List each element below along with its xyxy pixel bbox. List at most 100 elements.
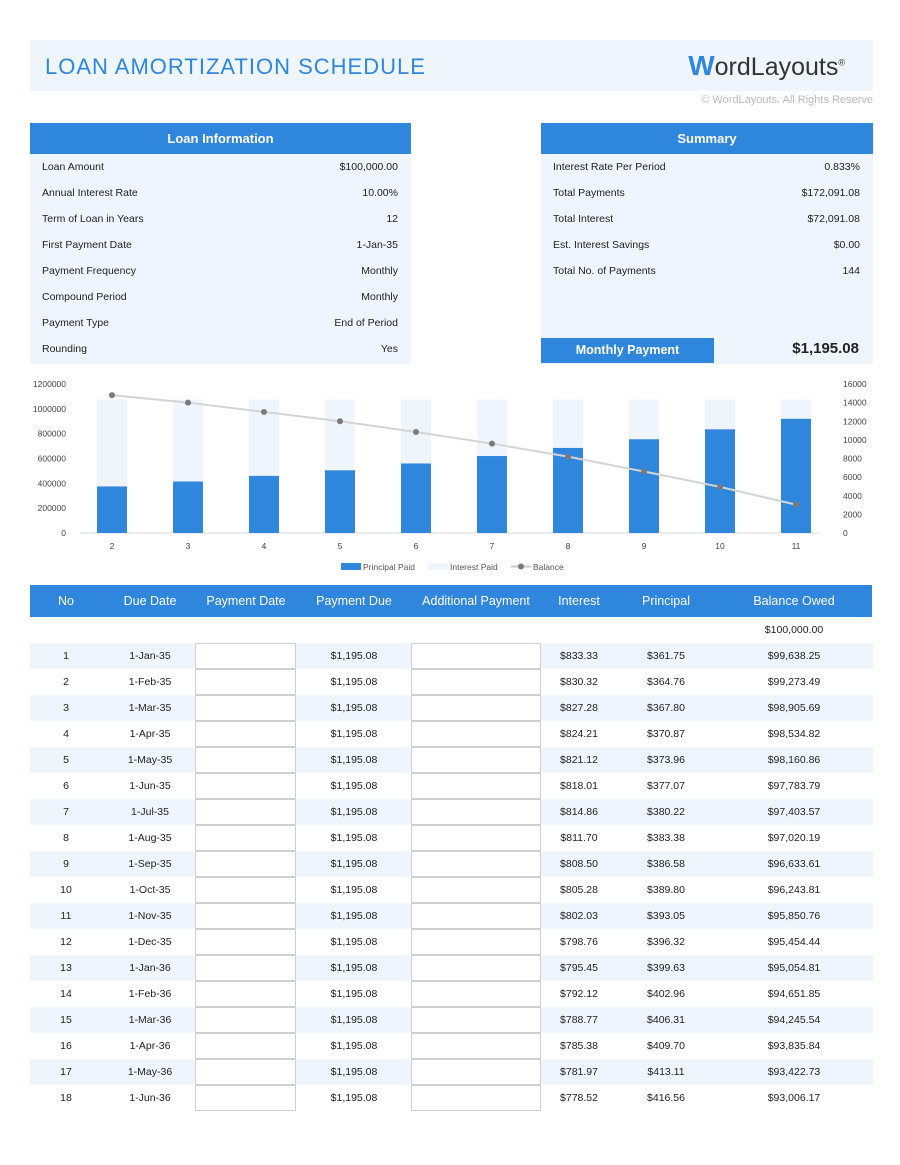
table-row: 13 1-Jan-36 $1,195.08 $795.45 $399.63 $95,054…	[30, 955, 873, 981]
additional-payment-input[interactable]	[411, 1007, 541, 1033]
table-cell: $1,195.08	[330, 754, 378, 766]
table-cell: $95,054.81	[767, 962, 821, 974]
balance-point	[717, 483, 723, 490]
y-tick-label: 200000	[38, 503, 67, 513]
additional-payment-input[interactable]	[411, 643, 541, 669]
info-label: Payment Type	[42, 317, 109, 329]
payment-date-input[interactable]	[195, 721, 296, 747]
table-cell: $824.21	[560, 728, 598, 740]
table-row: 18 1-Jun-36 $1,195.08 $778.52 $416.56 $93,006…	[30, 1085, 873, 1111]
additional-payment-input[interactable]	[411, 799, 541, 825]
additional-payment-input[interactable]	[411, 1033, 541, 1059]
opening-balance: $100,000.00	[764, 624, 824, 636]
payment-date-input[interactable]	[195, 1007, 296, 1033]
additional-payment-input[interactable]	[411, 1059, 541, 1085]
info-label: First Payment Date	[42, 239, 132, 251]
principal-bar	[477, 456, 507, 533]
wordlayouts-logo: WordLayouts®	[688, 50, 845, 81]
column-header: Balance Owed	[753, 594, 835, 608]
info-row: Total Payments $172,091.08	[541, 180, 873, 206]
additional-payment-input[interactable]	[411, 877, 541, 903]
table-cell: 13	[60, 962, 72, 974]
payment-date-input[interactable]	[195, 877, 296, 903]
column-header: Principal	[642, 594, 690, 608]
additional-payment-input[interactable]	[411, 747, 541, 773]
additional-payment-input[interactable]	[411, 903, 541, 929]
table-cell: 1-Jun-35	[129, 780, 171, 792]
x-tick-label: 11	[792, 541, 801, 551]
table-cell: $367.80	[647, 702, 685, 714]
principal-bar	[173, 481, 203, 533]
payment-date-input[interactable]	[195, 825, 296, 851]
info-row: Term of Loan in Years 12	[30, 206, 411, 232]
payment-date-input[interactable]	[195, 903, 296, 929]
interest-bar	[477, 399, 507, 457]
additional-payment-input[interactable]	[411, 929, 541, 955]
payment-date-input[interactable]	[195, 1033, 296, 1059]
payment-date-input[interactable]	[195, 773, 296, 799]
payment-date-input[interactable]	[195, 747, 296, 773]
info-label: Total Interest	[553, 213, 614, 225]
table-cell: $808.50	[560, 858, 598, 870]
monthly-payment-label: Monthly Payment	[541, 338, 714, 363]
additional-payment-input[interactable]	[411, 721, 541, 747]
additional-payment-input[interactable]	[411, 773, 541, 799]
payment-date-input[interactable]	[195, 695, 296, 721]
interest-bar	[553, 399, 583, 448]
payment-date-input[interactable]	[195, 981, 296, 1007]
table-cell: $406.31	[647, 1014, 685, 1026]
additional-payment-input[interactable]	[411, 695, 541, 721]
table-cell: $788.77	[560, 1014, 598, 1026]
table-row: 17 1-May-36 $1,195.08 $781.97 $413.11 $93,422…	[30, 1059, 873, 1085]
info-row: Compound Period Monthly	[30, 284, 411, 310]
table-cell: 3	[63, 702, 69, 714]
info-value: 12	[386, 213, 398, 225]
y2-tick-label: 14000	[843, 398, 867, 408]
info-row: Loan Amount $100,000.00	[30, 154, 411, 180]
table-row: 14 1-Feb-36 $1,195.08 $792.12 $402.96 $94,651…	[30, 981, 873, 1007]
additional-payment-input[interactable]	[411, 825, 541, 851]
table-cell: 4	[63, 728, 69, 740]
balance-point	[261, 408, 267, 415]
payment-date-input[interactable]	[195, 799, 296, 825]
principal-bar	[629, 439, 659, 533]
payment-date-input[interactable]	[195, 929, 296, 955]
info-row: First Payment Date 1-Jan-35	[30, 232, 411, 258]
table-cell: $94,245.54	[767, 1014, 821, 1026]
x-tick-label: 4	[262, 541, 267, 551]
table-cell: 17	[60, 1066, 72, 1078]
payment-date-input[interactable]	[195, 1059, 296, 1085]
payment-date-input[interactable]	[195, 851, 296, 877]
column-header: Additional Payment	[422, 594, 530, 608]
table-cell: 1-Apr-35	[129, 728, 171, 740]
info-row: Interest Rate Per Period 0.833%	[541, 154, 873, 180]
table-cell: $1,195.08	[330, 1092, 378, 1104]
info-label: Term of Loan in Years	[42, 213, 144, 225]
payment-date-input[interactable]	[195, 669, 296, 695]
payment-date-input[interactable]	[195, 1085, 296, 1111]
y2-tick-label: 0	[843, 528, 848, 538]
amortization-chart: 0 200000 400000 600000 800000 1000000 1200000 0…	[33, 379, 867, 572]
table-cell: $802.03	[560, 910, 598, 922]
table-cell: 1-Mar-36	[128, 1014, 172, 1026]
table-cell: 1-Feb-36	[128, 988, 172, 1000]
info-value: $72,091.08	[807, 213, 860, 225]
additional-payment-input[interactable]	[411, 1085, 541, 1111]
additional-payment-input[interactable]	[411, 851, 541, 877]
payment-date-input[interactable]	[195, 955, 296, 981]
y-tick-label: 1200000	[33, 379, 66, 389]
additional-payment-input[interactable]	[411, 981, 541, 1007]
interest-bar	[781, 399, 811, 419]
additional-payment-input[interactable]	[411, 669, 541, 695]
additional-payment-input[interactable]	[411, 955, 541, 981]
payment-date-input[interactable]	[195, 643, 296, 669]
table-cell: $95,454.44	[767, 936, 821, 948]
monthly-payment-value: $1,195.08	[792, 340, 859, 357]
table-cell: $377.07	[647, 780, 685, 792]
table-cell: $99,273.49	[767, 676, 821, 688]
table-row: 2 1-Feb-35 $1,195.08 $830.32 $364.76 $99,273.…	[30, 669, 873, 695]
y2-tick-label: 10000	[843, 435, 867, 445]
info-value: 1-Jan-35	[356, 239, 398, 251]
table-cell: 1-Feb-35	[128, 676, 172, 688]
table-cell: 1-Jun-36	[129, 1092, 171, 1104]
